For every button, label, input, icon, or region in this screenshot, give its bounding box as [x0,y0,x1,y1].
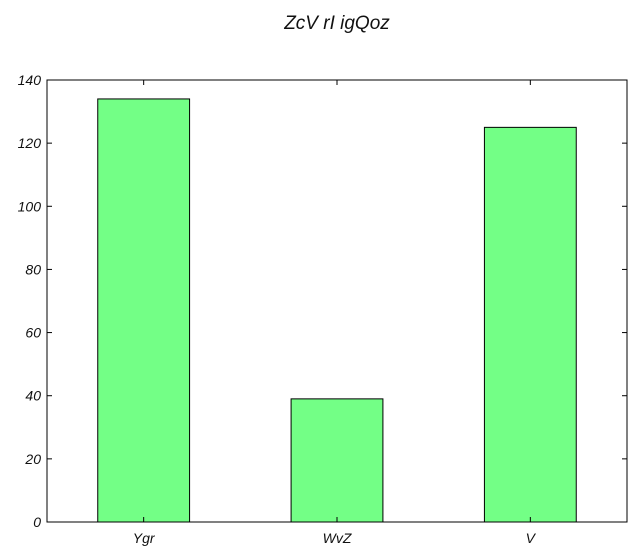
y-tick-label: 140 [18,72,42,88]
y-tick-label: 80 [25,261,41,277]
bar-wvz [290,398,384,523]
y-tick-label: 120 [18,135,42,151]
chart-title: ZcV rI igQoz [283,13,390,34]
x-tick-label-ygr: Ygr [133,530,156,546]
x-tick-label-v: V [526,530,537,546]
y-tick-label: 100 [18,198,42,214]
y-tick-label: 20 [24,451,41,467]
y-tick-label: 0 [33,514,41,530]
y-tick-label: 60 [25,325,41,341]
bar-v [483,126,577,523]
x-tick-label-wvz: WvZ [323,530,352,546]
bar-ygr [97,98,191,523]
plot-area: 0 20 40 60 80 100 120 140 Ygr WvZ V [18,72,628,546]
y-tick-label: 40 [25,388,41,404]
